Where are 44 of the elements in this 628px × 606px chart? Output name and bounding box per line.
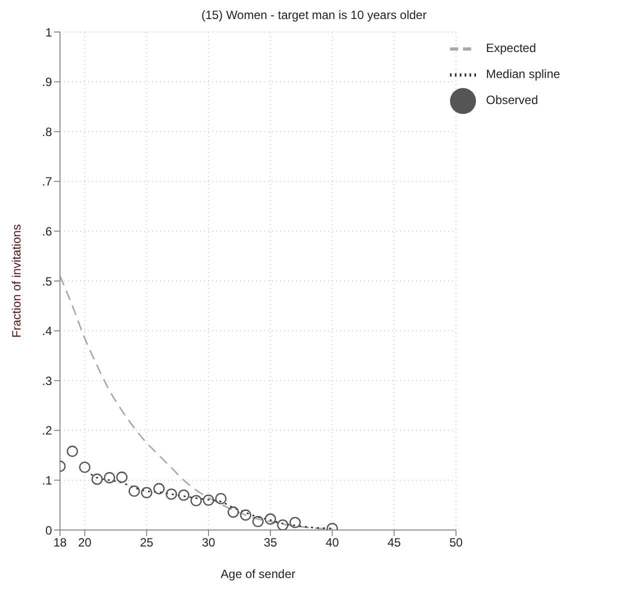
- point: [289, 516, 301, 528]
- y-tick-label: .7: [42, 174, 52, 189]
- point: [79, 462, 90, 473]
- point: [202, 494, 214, 506]
- legend-label: Median spline: [486, 67, 560, 82]
- y-tick-label: .9: [42, 75, 52, 90]
- y-axis-title: Fraction of invitations: [9, 224, 24, 338]
- x-tick-label: 35: [264, 536, 278, 550]
- x-tick-label: 40: [326, 536, 340, 550]
- point: [228, 506, 239, 518]
- point: [116, 472, 128, 483]
- x-tick-label: 25: [140, 536, 154, 550]
- y-tick-label: .8: [42, 124, 52, 139]
- x-axis-title: Age of sender: [220, 567, 296, 581]
- point: [128, 486, 140, 497]
- y-tick-label: .5: [42, 274, 52, 288]
- legend-label: Observed: [486, 93, 538, 108]
- point: [66, 446, 78, 457]
- y-tick-label: .1: [42, 473, 52, 488]
- point: [240, 509, 252, 521]
- chart-title: (15) Women - target man is 10 years older: [200, 8, 428, 22]
- y-tick-label: 1: [45, 25, 52, 40]
- point: [140, 487, 152, 498]
- x-tick-label: 30: [202, 536, 216, 550]
- y-tick-label: .3: [42, 374, 52, 388]
- point: [153, 483, 165, 494]
- point: [252, 516, 264, 528]
- x-tick-label: 18: [53, 536, 67, 550]
- y-tick-label: .4: [42, 324, 52, 338]
- point: [264, 513, 276, 525]
- point: [104, 472, 116, 484]
- point: [166, 488, 178, 500]
- point: [190, 494, 202, 506]
- y-tick-label: .6: [42, 224, 52, 238]
- point: [178, 489, 190, 501]
- point: [215, 492, 227, 504]
- y-tick-label: 0: [45, 523, 52, 538]
- point: [91, 474, 103, 485]
- point: [277, 519, 288, 530]
- legend-label: Expected: [486, 41, 536, 56]
- x-tick-label: 50: [449, 536, 463, 550]
- x-tick-label: 20: [78, 536, 92, 550]
- y-tick-label: .2: [42, 424, 52, 438]
- x-tick-label: 45: [387, 536, 402, 550]
